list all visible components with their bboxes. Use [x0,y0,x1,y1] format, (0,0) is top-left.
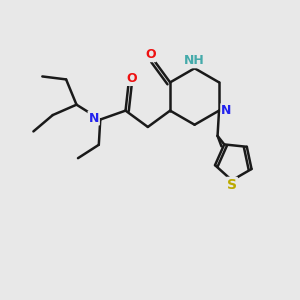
Text: N: N [221,104,232,117]
Text: O: O [126,72,137,85]
Text: S: S [227,178,237,192]
Text: O: O [145,48,155,61]
Text: N: N [88,112,99,124]
Text: NH: NH [184,54,205,67]
